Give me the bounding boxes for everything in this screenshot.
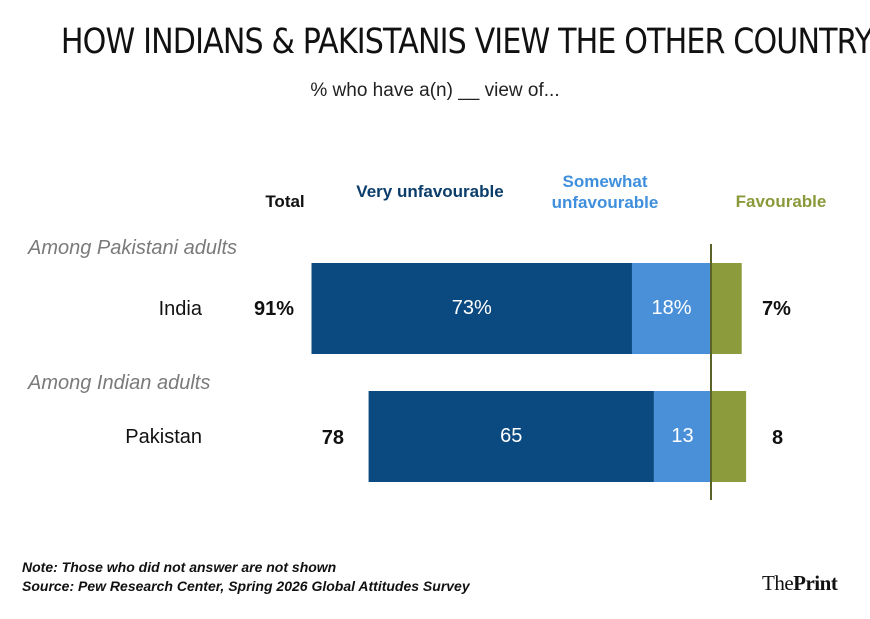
bar-somewhat-unfavourable-pakistan: [653, 391, 711, 482]
header-favourable: Favourable: [735, 192, 827, 211]
header-somewhat-text: Somewhat unfavourable: [551, 172, 659, 212]
label-somewhat-pakistan: 13: [671, 425, 693, 447]
header-very-unfavourable: Very unfavourable: [330, 181, 530, 202]
group-label-indian: Among Indian adults: [28, 372, 211, 394]
total-value-india: 91%: [253, 298, 294, 320]
group-label-pakistani: Among Pakistani adults: [28, 237, 238, 259]
favourable-value-pakistan: 8: [772, 427, 784, 449]
header-somewhat-unfavourable: Somewhat unfavourable: [510, 171, 700, 213]
chart-title: HOW INDIANS & PAKISTANIS VIEW THE OTHER …: [60, 22, 870, 62]
bar-favourable-india: [711, 263, 742, 354]
label-very-india: 73%: [452, 297, 492, 319]
header-very-text: Very unfavourable: [356, 182, 504, 201]
theprint-logo: ThePrint: [762, 571, 838, 596]
row-label-pakistan: Pakistan: [125, 426, 202, 448]
bar-somewhat-unfavourable-india: [631, 263, 711, 354]
logo-name: Print: [793, 571, 838, 595]
bar-very-unfavourable-india: [311, 263, 632, 354]
footer-note: Note: Those who did not answer are not s…: [22, 559, 337, 575]
footer-source: Source: Pew Research Center, Spring 2026…: [22, 578, 470, 594]
bar-favourable-pakistan: [711, 391, 747, 482]
bar-very-unfavourable-pakistan: [368, 391, 654, 482]
label-somewhat-india: 18%: [651, 297, 691, 319]
favourable-value-india: 7%: [762, 298, 791, 320]
logo-prefix: The: [762, 571, 794, 595]
chart-subtitle: % who have a(n) __ view of...: [310, 80, 560, 101]
label-very-pakistan: 65: [500, 425, 522, 447]
row-label-india: India: [158, 298, 202, 320]
header-total: Total: [265, 192, 305, 211]
total-value-pakistan: 78: [321, 427, 344, 449]
